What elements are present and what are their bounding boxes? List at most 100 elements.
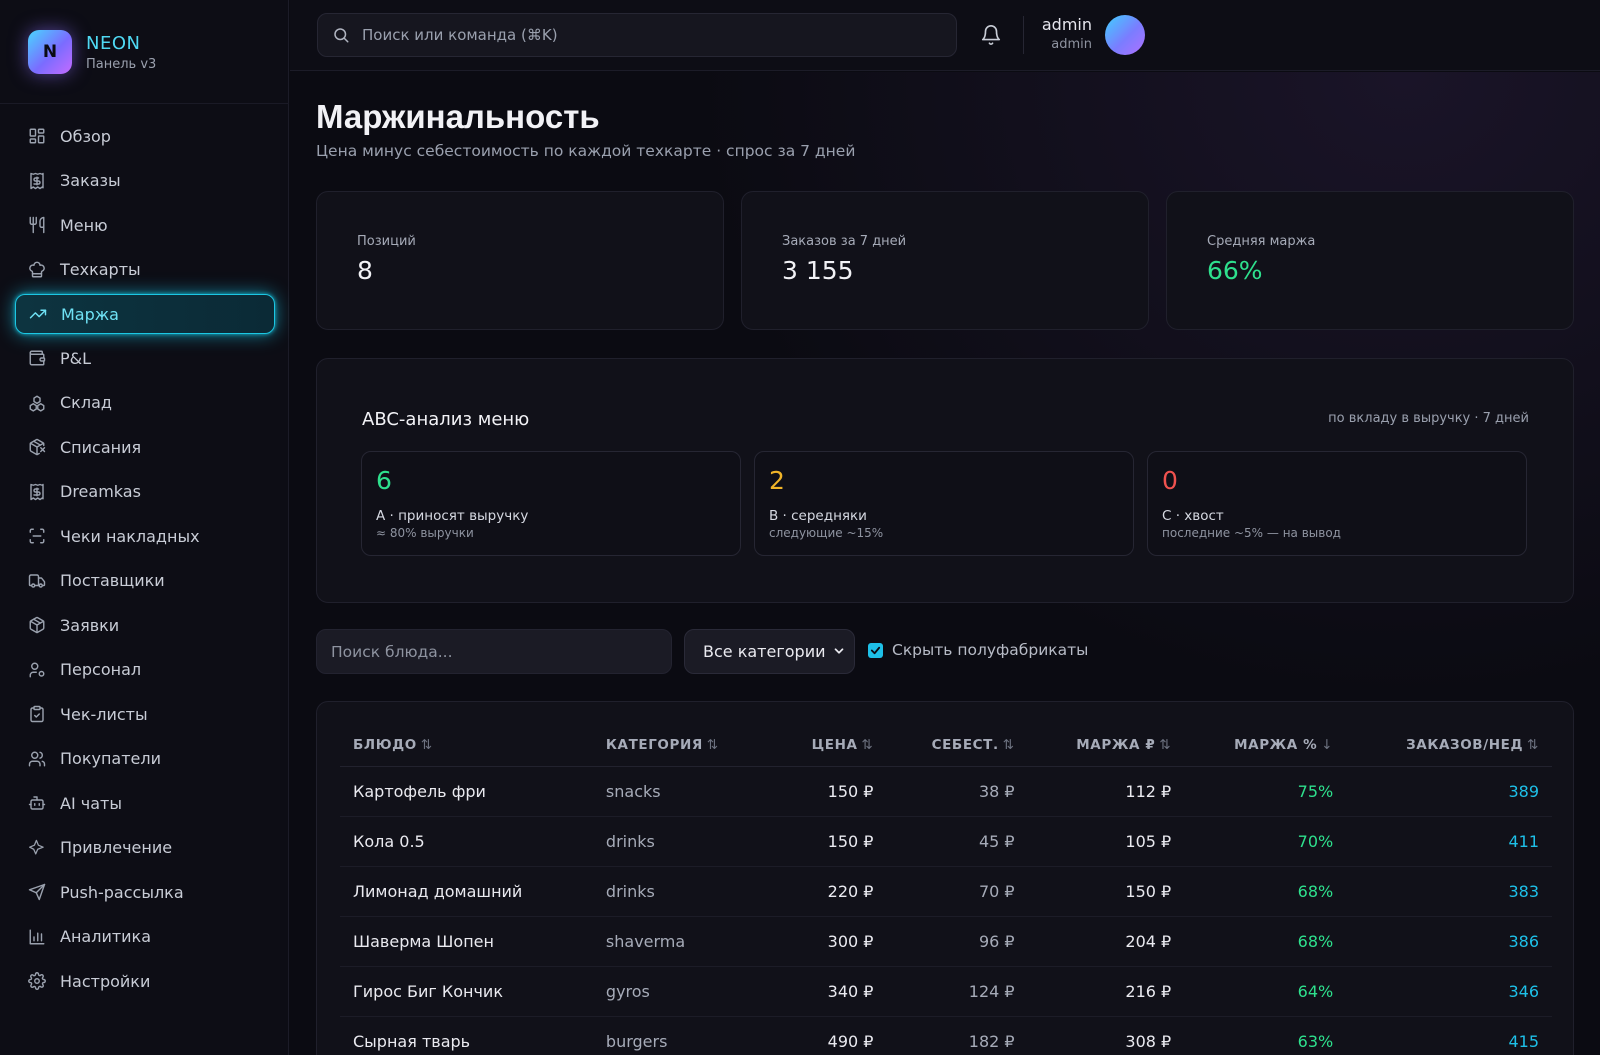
abc-card-a[interactable]: 6 A · приносят выручку ≈ 80% выручки xyxy=(361,451,741,556)
margin-pct: 68% xyxy=(1184,866,1347,917)
user-name: admin xyxy=(1041,15,1092,34)
sidebar-item-label: Склад xyxy=(60,393,112,413)
topbar: Поиск или команда (⌘K) admin admin xyxy=(290,0,1600,71)
sidebar-item-label: Поставщики xyxy=(60,571,165,591)
price: 300 ₽ xyxy=(772,916,887,967)
sidebar-item[interactable]: Поставщики xyxy=(0,559,289,604)
users-icon xyxy=(28,750,46,768)
bar-chart-icon xyxy=(28,928,46,946)
column-header[interactable]: ЦЕНА ⇅ xyxy=(772,725,887,767)
margin-rub: 216 ₽ xyxy=(1027,966,1185,1017)
sidebar-item-label: Обзор xyxy=(60,126,111,146)
abc-count: 6 xyxy=(376,466,392,495)
trending-up-icon xyxy=(29,305,47,323)
column-header[interactable]: МАРЖА % ↓ xyxy=(1184,725,1347,767)
sidebar-item[interactable]: Обзор xyxy=(0,114,289,159)
sidebar-item[interactable]: Персонал xyxy=(0,648,289,693)
table-row[interactable]: Сырная тварь burgers 490 ₽182 ₽308 ₽63% 415 xyxy=(340,1016,1552,1055)
margin-pct: 68% xyxy=(1184,916,1347,967)
table-row[interactable]: Гирос Биг Кончик gyros 340 ₽124 ₽216 ₽64% 3… xyxy=(340,966,1552,1017)
sidebar-item[interactable]: Настройки xyxy=(0,959,289,1004)
boxes-icon xyxy=(28,394,46,412)
cost: 70 ₽ xyxy=(886,866,1028,917)
dish-search-input[interactable]: Поиск блюда... xyxy=(316,629,672,674)
topbar-divider xyxy=(1023,16,1024,54)
sidebar-item-label: Маржа xyxy=(61,304,119,324)
abc-label: A · приносят выручку xyxy=(376,508,529,524)
chef-hat-icon xyxy=(28,261,46,279)
sidebar-item[interactable]: Заказы xyxy=(0,159,289,204)
sidebar-item[interactable]: Меню xyxy=(0,203,289,248)
sidebar-item[interactable]: AI чаты xyxy=(0,781,289,826)
column-header-label: МАРЖА % xyxy=(1234,737,1318,754)
stat-value: 3 155 xyxy=(782,256,854,285)
sidebar-item[interactable]: Склад xyxy=(0,381,289,426)
main-content: Маржинальность Цена минус себестоимость … xyxy=(290,72,1600,1055)
column-header[interactable]: МАРЖА ₽ ⇅ xyxy=(1027,725,1185,767)
margin-pct: 70% xyxy=(1184,816,1347,867)
price: 340 ₽ xyxy=(772,966,887,1017)
receipt-icon xyxy=(28,483,46,501)
hide-semi-label: Скрыть полуфабрикаты xyxy=(892,641,1089,659)
sidebar-item[interactable]: Аналитика xyxy=(0,915,289,960)
sidebar-item[interactable]: Чеки накладных xyxy=(0,514,289,559)
margin-rub: 150 ₽ xyxy=(1027,866,1185,917)
sidebar-item[interactable]: Чек-листы xyxy=(0,692,289,737)
sort-icon: ↓ xyxy=(1321,737,1334,754)
orders-per-week: 386 xyxy=(1346,916,1552,967)
truck-icon xyxy=(28,572,46,590)
sidebar-item[interactable]: Списания xyxy=(0,425,289,470)
sidebar-item[interactable]: Заявки xyxy=(0,603,289,648)
sidebar-item[interactable]: Покупатели xyxy=(0,737,289,782)
scan-icon xyxy=(28,527,46,545)
orders-per-week: 346 xyxy=(1346,966,1552,1017)
sidebar-item-label: Чек-листы xyxy=(60,704,148,724)
column-header-label: КАТЕГОРИЯ xyxy=(605,737,703,754)
column-header[interactable]: ЗАКАЗОВ/НЕД ⇅ xyxy=(1346,725,1552,767)
sidebar-item[interactable]: Привлечение xyxy=(0,826,289,871)
sidebar-item[interactable]: Техкарты xyxy=(0,248,289,293)
dish-category: burgers xyxy=(592,1016,773,1055)
sidebar-item[interactable]: P&L xyxy=(0,336,289,381)
settings-icon xyxy=(28,972,46,991)
hide-semi-toggle[interactable]: Скрыть полуфабрикаты xyxy=(868,641,1088,659)
abc-card-b[interactable]: 2 B · середняки следующие ~15% xyxy=(754,451,1134,556)
page-title: Маржинальность xyxy=(316,98,600,135)
sidebar-item-label: AI чаты xyxy=(60,793,122,813)
dish-name: Лимонад домашний xyxy=(340,866,593,917)
user-info[interactable]: admin admin xyxy=(1032,15,1092,52)
bell-icon[interactable] xyxy=(980,24,1002,46)
table-row[interactable]: Шаверма Шопен shaverma 300 ₽96 ₽204 ₽68% 38… xyxy=(340,916,1552,967)
column-header[interactable]: СЕБЕСТ. ⇅ xyxy=(886,725,1028,767)
table-row[interactable]: Лимонад домашний drinks 220 ₽70 ₽150 ₽68% 3… xyxy=(340,866,1552,917)
column-header[interactable]: БЛЮДО ⇅ xyxy=(340,725,593,767)
column-header[interactable]: КАТЕГОРИЯ ⇅ xyxy=(592,725,773,767)
chevron-down-icon xyxy=(834,648,844,654)
sort-icon: ⇅ xyxy=(420,737,433,754)
command-search-input[interactable]: Поиск или команда (⌘K) xyxy=(317,13,957,57)
command-search-placeholder: Поиск или команда (⌘K) xyxy=(362,26,558,44)
sidebar-item[interactable]: Push-рассылка xyxy=(0,870,289,915)
brand[interactable]: N NEON Панель v3 xyxy=(28,30,156,74)
price: 220 ₽ xyxy=(772,866,887,917)
abc-card-c[interactable]: 0 C · хвост последние ~5% — на вывод xyxy=(1147,451,1527,556)
abc-hint: ≈ 80% выручки xyxy=(376,526,474,540)
cost: 96 ₽ xyxy=(886,916,1028,967)
category-select[interactable]: Все категории xyxy=(684,629,855,674)
column-header-label: БЛЮДО xyxy=(353,737,417,754)
sparkles-icon xyxy=(28,839,46,857)
table-row[interactable]: Картофель фри snacks 150 ₽38 ₽112 ₽75% 389 xyxy=(340,766,1552,817)
sidebar-item[interactable]: Dreamkas xyxy=(0,470,289,515)
stat-card-orders: Заказов за 7 дней 3 155 xyxy=(741,191,1149,330)
avatar[interactable] xyxy=(1105,15,1145,55)
dish-category: drinks xyxy=(592,866,773,917)
user-cog-icon xyxy=(28,661,46,679)
sidebar-item-label: Настройки xyxy=(60,971,151,991)
sidebar-item-label: Аналитика xyxy=(60,927,152,947)
sidebar-item[interactable]: Маржа xyxy=(15,294,275,334)
table-row[interactable]: Кола 0.5 drinks 150 ₽45 ₽105 ₽70% 411 xyxy=(340,816,1552,867)
utensils-icon xyxy=(28,216,46,234)
hide-semi-checkbox[interactable] xyxy=(868,642,883,658)
check-icon xyxy=(870,646,881,654)
margin-pct: 64% xyxy=(1184,966,1347,1017)
